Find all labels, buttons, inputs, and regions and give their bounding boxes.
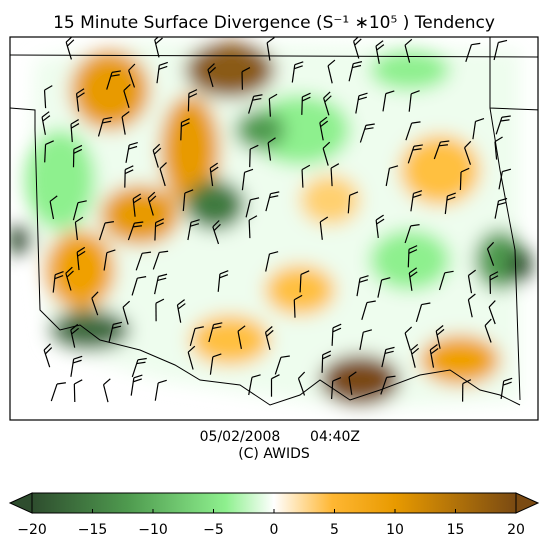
barb-staff — [294, 300, 295, 318]
colorbar-tick-label: 15 — [447, 522, 465, 538]
barb-staff — [155, 223, 156, 241]
barb-staff — [322, 355, 323, 373]
barb-staff — [250, 149, 251, 167]
barb-staff — [302, 97, 303, 115]
title: 15 Minute Surface Divergence (S⁻¹ ∗10⁵ )… — [53, 13, 495, 33]
colorbar-tick-label: 5 — [330, 522, 339, 538]
barb-staff — [302, 170, 303, 188]
colorbar-tick-label: 10 — [386, 522, 404, 538]
barb-staff — [45, 144, 46, 162]
barb-staff — [188, 93, 189, 111]
colorbar-tick-label: −15 — [78, 522, 108, 538]
colorbar-tick-label: 20 — [507, 522, 525, 538]
barb-staff — [181, 122, 182, 140]
credit: (C) AWIDS — [238, 446, 310, 462]
colorbar-tick-label: 0 — [270, 522, 279, 538]
barb-staff — [408, 249, 409, 267]
time: 04:40Z — [310, 429, 360, 445]
colorbar-tick-label: −5 — [203, 522, 224, 538]
colorbar-tick-label: −20 — [17, 522, 47, 538]
colorbar-tick-label: −10 — [138, 522, 168, 538]
barb-staff — [249, 220, 250, 238]
divergence-field — [8, 34, 540, 420]
date: 05/02/2008 — [200, 429, 281, 445]
barb-staff — [460, 172, 461, 190]
colorbar: −20 −15 −10 −5 0 5 10 15 20 — [10, 493, 538, 538]
